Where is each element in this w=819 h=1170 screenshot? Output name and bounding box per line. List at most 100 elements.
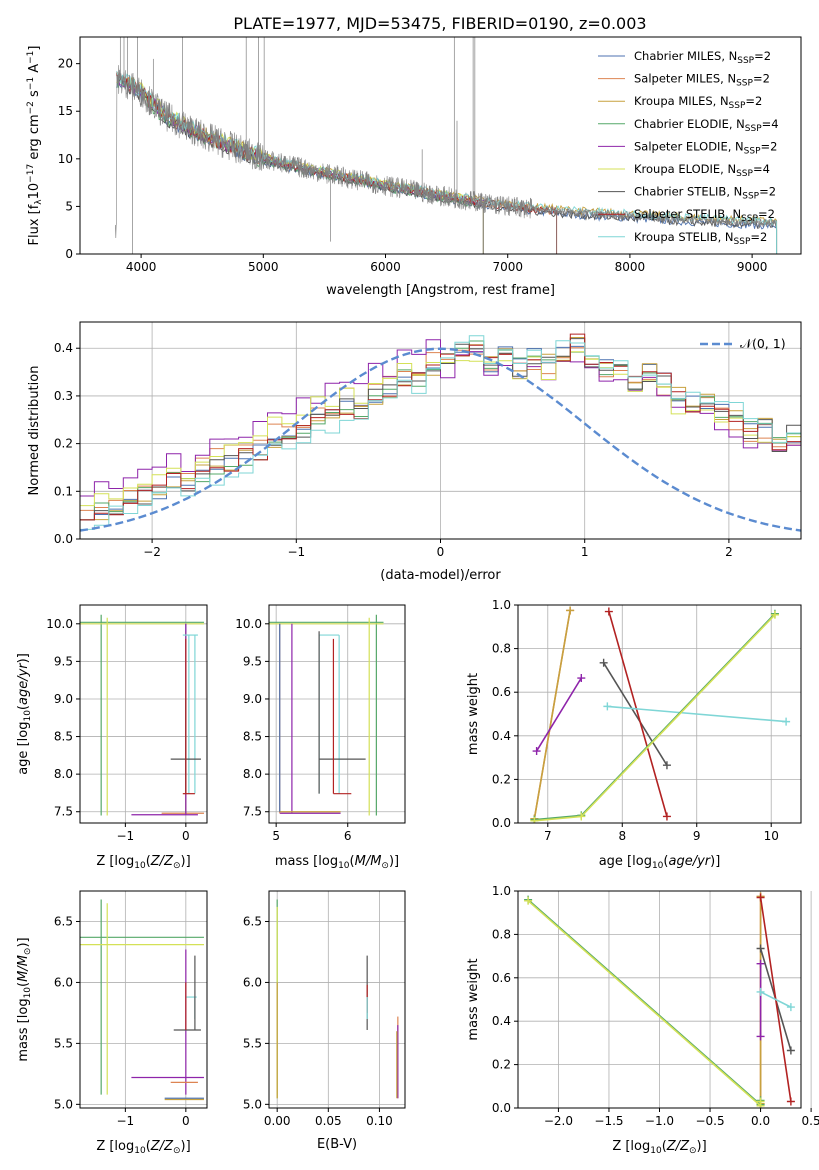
plot-area: [276, 899, 399, 1099]
x-axis-label: Z [log10(Z/Z⊙)]: [96, 1139, 190, 1156]
legend-label: Kroupa MILES, NSSP=2: [634, 94, 762, 111]
label-part: 10: [27, 183, 42, 200]
y-tick-label: 5.5: [54, 1036, 73, 1050]
y-tick-label: 8.0: [243, 767, 262, 781]
spectrum-plot: 4000 5000 6000 7000 8000 9000 0 5 10 15 20 waveleng…: [26, 36, 802, 298]
x-axis-label: age [log10(age/yr)]: [599, 854, 721, 871]
axes-frame: [79, 890, 208, 1109]
y-tick-label: 0.4: [492, 729, 511, 743]
y-tick-label: 6.0: [243, 975, 262, 989]
label-part: 10: [134, 1146, 146, 1156]
plot-area: [80, 333, 801, 532]
y-axis-label: mass weight: [466, 958, 481, 1040]
x-tick-label: 9000: [737, 260, 768, 274]
label-part: =2: [750, 230, 767, 244]
label-part: (: [146, 1139, 151, 1154]
label-part: SSP: [737, 56, 754, 66]
label-part: age/yr: [16, 662, 31, 705]
mass-vs-metallicity-plot: −1 05.05.56.06.5Z [log10(Z/Z⊙)]mass [log1…: [16, 890, 208, 1156]
axes-frame: [517, 604, 802, 824]
label-part: Z/Z: [150, 1139, 174, 1154]
histogram-KrS: [80, 335, 801, 530]
label-part: (: [350, 854, 355, 869]
plot-area: [269, 614, 384, 816]
weight-vs-metallicity-plot: −2.0 −1.5 −1.0 −0.5 0.0 0.5 0.0 0.2 0.4 0.6 0.8 1.0…: [466, 884, 819, 1156]
axes-frame: [79, 604, 208, 824]
y-tick-label: 10: [58, 152, 73, 166]
x-tick-label: 2: [725, 545, 733, 559]
observed-spectrum: [115, 65, 777, 239]
y-tick-label: 0: [65, 247, 73, 261]
label-part: Z/Z: [666, 1139, 690, 1154]
y-tick-label: 15: [58, 104, 73, 118]
weight-marker-ChS: [786, 1046, 795, 1055]
y-tick-label: 6.5: [54, 914, 73, 928]
mass-vs-extinction-plot: 0.00 0.05 0.10 5.0 5.5 6.0 6.5 E(B-V): [243, 890, 406, 1152]
x-tick-label: −0.5: [695, 1114, 724, 1128]
y-tick-label: 0.6: [492, 971, 511, 985]
x-tick-label: −2: [143, 545, 161, 559]
y-tick-label: 5.0: [243, 1097, 262, 1111]
y-tick-label: 8.0: [54, 767, 73, 781]
x-tick-label: 7: [544, 829, 552, 843]
y-tick-label: 0.1: [54, 484, 73, 498]
y-tick-label: 0.2: [492, 772, 511, 786]
y-tick-label: 0.4: [54, 341, 73, 355]
y-tick-label: 9.0: [243, 692, 262, 706]
x-tick-label: 7000: [492, 260, 523, 274]
weight-line-KrS: [607, 705, 787, 723]
label-part: )]: [389, 854, 399, 869]
label-part: SSP: [744, 146, 761, 156]
label-part: 10: [134, 861, 146, 871]
label-part: Chabrier MILES, N: [634, 49, 737, 63]
histogram-KrM: [80, 337, 801, 521]
y-tick-label: 9.0: [54, 692, 73, 706]
y-tick-label: 20: [58, 57, 73, 71]
label-part: 10: [23, 710, 33, 722]
y-tick-label: 8.5: [54, 730, 73, 744]
label-part: (: [16, 705, 31, 710]
plot-area: [80, 614, 204, 816]
label-part: Salpeter STELIB, N: [634, 207, 741, 221]
weight-marker-KrE: [530, 816, 539, 823]
weight-marker-KrE: [770, 610, 779, 619]
weight-marker-SaE: [532, 747, 541, 756]
label-part: −1: [26, 77, 36, 90]
x-tick-label: 0.00: [264, 1114, 291, 1128]
y-tick-label: 1.0: [492, 598, 511, 612]
label-part: )]: [16, 653, 31, 663]
label-part: Chabrier ELODIE, N: [634, 117, 745, 131]
weight-line-ChE: [527, 899, 762, 1107]
y-tick-label: 0.4: [492, 1014, 511, 1028]
y-tick-label: 0.2: [492, 1058, 511, 1072]
label-part: ⊙: [173, 861, 181, 871]
label-part: s: [27, 90, 42, 101]
x-tick-label: 6000: [370, 260, 401, 274]
plot-area: [80, 899, 204, 1101]
x-tick-label: 0: [182, 829, 190, 843]
label-part: erg cm: [27, 114, 42, 163]
histogram-SaS: [80, 333, 801, 521]
label-part: =2: [761, 139, 778, 153]
model-spectrum-KrE: [116, 74, 484, 254]
label-part: ⊙: [381, 861, 389, 871]
x-tick-label: 0.5: [802, 1114, 819, 1128]
label-part: Z/Z: [150, 854, 174, 869]
y-tick-label: 0.0: [492, 816, 511, 830]
label-part: )]: [710, 854, 720, 869]
weight-marker-KrE: [577, 812, 586, 821]
legend-label: Salpeter ELODIE, NSSP=2: [634, 139, 777, 156]
label-part: =2: [745, 94, 762, 108]
x-tick-label: 8: [618, 829, 626, 843]
plot-area: [524, 892, 795, 1108]
label-part: SSP: [729, 101, 746, 111]
label-part: Kroupa STELIB, N: [634, 230, 734, 244]
weight-line-ChE: [534, 613, 776, 821]
histogram-ChM: [80, 345, 801, 521]
y-tick-label: 8.5: [243, 730, 262, 744]
y-axis-label: mass [log10(M/M⊙)]: [16, 937, 33, 1061]
weight-line-SaE: [535, 677, 582, 752]
x-tick-label: 10: [764, 829, 779, 843]
y-tick-label: 0.3: [54, 389, 73, 403]
